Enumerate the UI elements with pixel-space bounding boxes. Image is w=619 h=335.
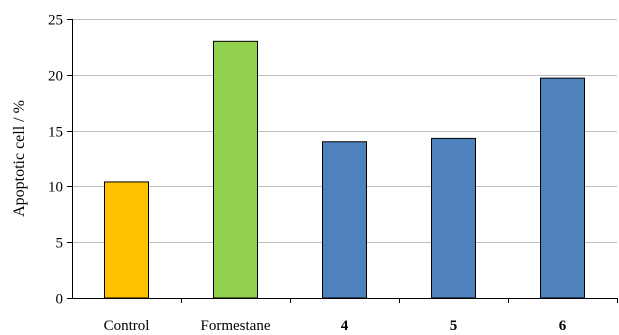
y-tick-labels: 0 5 10 15 20 25 xyxy=(48,13,63,308)
bar-control xyxy=(104,181,149,299)
bars xyxy=(104,40,585,299)
x-category-label: 4 xyxy=(341,318,349,334)
bar-formestane xyxy=(213,40,258,299)
y-tick-label: 10 xyxy=(48,180,63,196)
bar-5 xyxy=(431,137,476,299)
y-tick-label: 0 xyxy=(56,292,64,308)
x-category-label: 5 xyxy=(450,318,458,334)
x-category-labels: Control Formestane 4 5 6 xyxy=(104,318,567,334)
y-tick-label: 20 xyxy=(48,69,63,85)
x-category-label: Control xyxy=(104,318,150,334)
y-tick-label: 25 xyxy=(48,13,63,29)
y-tick-label: 15 xyxy=(48,125,63,141)
y-axis-title: Apoptotic cell / % xyxy=(11,100,28,217)
bar-4 xyxy=(322,141,367,299)
y-tick-label: 5 xyxy=(56,236,64,252)
x-category-label: Formestane xyxy=(201,318,271,334)
bar-6 xyxy=(540,77,585,299)
gridlines xyxy=(72,19,617,243)
axes xyxy=(67,19,618,303)
x-category-label: 6 xyxy=(559,318,567,334)
